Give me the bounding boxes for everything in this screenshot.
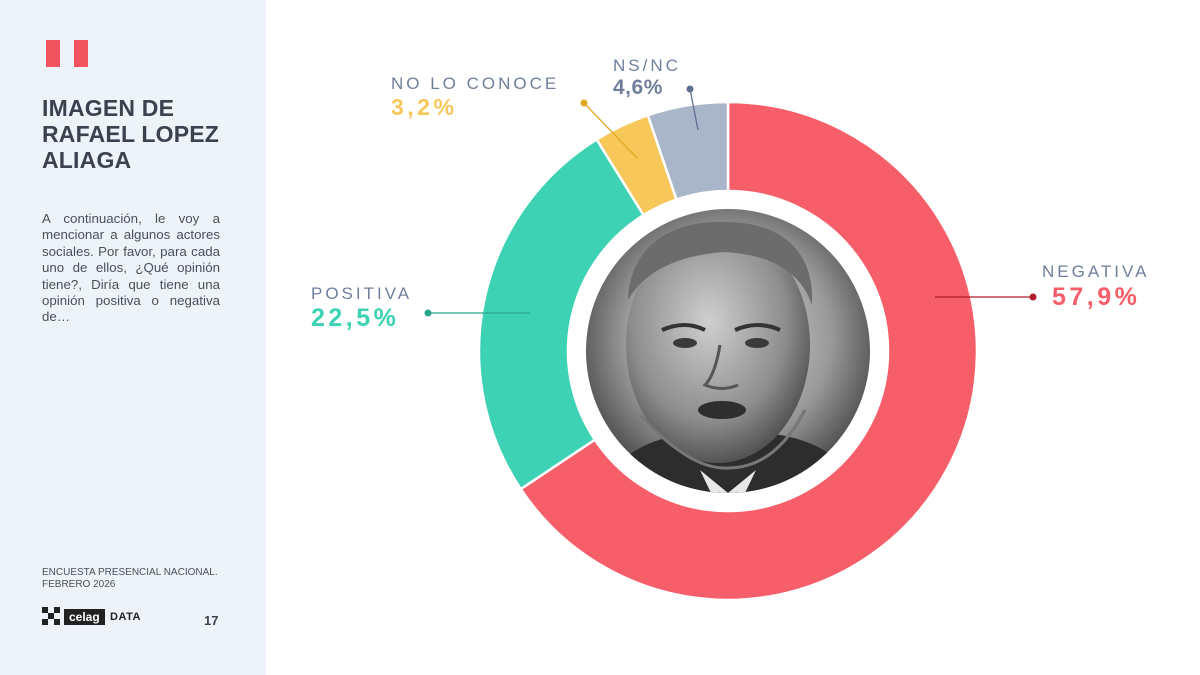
title-line-2: RAFAEL LOPEZ — [42, 121, 220, 147]
label-nsnc: NS/NC — [613, 56, 681, 75]
label-positiva: POSITIVA — [311, 284, 413, 303]
value-negativa: 57,9% — [1052, 283, 1141, 311]
sidebar-panel: IMAGEN DE RAFAEL LOPEZ ALIAGA A continua… — [0, 0, 266, 675]
source-line-2: FEBRERO 2026 — [42, 579, 116, 590]
leader-dot-positiva — [424, 309, 432, 317]
leader-dot-negativa — [1029, 293, 1037, 301]
logo-suffix: DATA — [110, 611, 141, 623]
portrait-photo — [586, 209, 870, 493]
source-line-1: ENCUESTA PRESENCIAL NACIONAL. — [42, 567, 218, 578]
leader-line-nsnc — [689, 88, 699, 131]
title-line-1: IMAGEN DE — [42, 95, 175, 121]
value-no-lo-conoce: 3,2% — [391, 94, 458, 120]
peru-flag-icon — [46, 40, 88, 67]
leader-dot-nsnc — [686, 85, 694, 93]
value-nsnc: 4,6% — [613, 76, 663, 99]
survey-source: ENCUESTA PRESENCIAL NACIONAL. FEBRERO 20… — [42, 567, 242, 591]
page-number: 17 — [204, 613, 219, 628]
title-line-3: ALIAGA — [42, 147, 132, 173]
value-positiva: 22,5% — [311, 304, 400, 332]
leader-dot-no-lo-conoce — [580, 99, 588, 107]
survey-question: A continuación, le voy a mencionar a alg… — [42, 211, 220, 325]
page-title: IMAGEN DE RAFAEL LOPEZ ALIAGA — [42, 95, 252, 173]
leader-line-no-lo-conoce — [583, 102, 638, 159]
donut-slice-nsnc — [646, 100, 730, 202]
label-no-lo-conoce: NO LO CONOCE — [391, 74, 560, 93]
logo-wordmark: celag — [64, 609, 105, 625]
label-negativa: NEGATIVA — [1042, 262, 1150, 281]
